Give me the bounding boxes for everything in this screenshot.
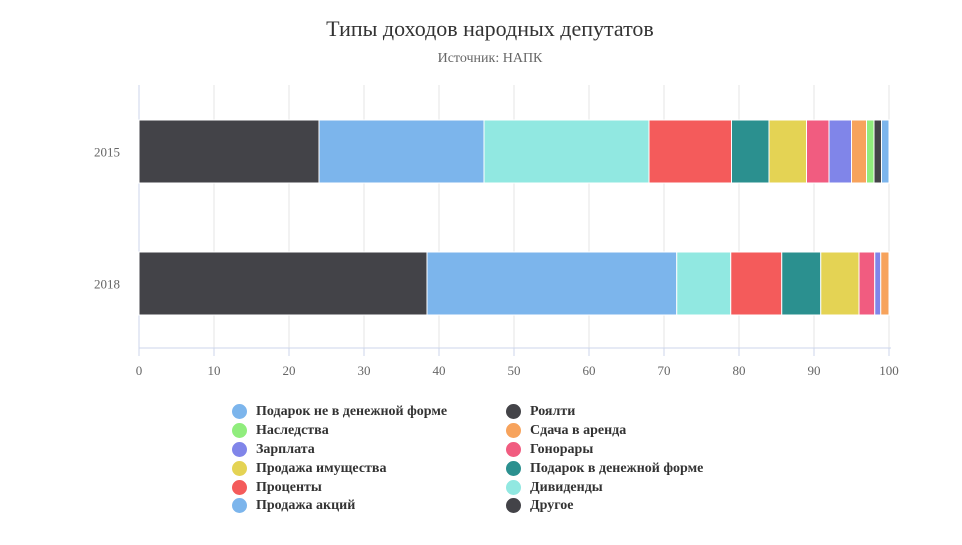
bar-segment (858, 251, 876, 316)
bar-segment (880, 251, 890, 316)
legend-marker (506, 442, 521, 457)
chart-title: Типы доходов народных депутатов (326, 16, 654, 41)
legend-label: Роялти (530, 403, 576, 419)
bar-segment (676, 251, 732, 316)
bar-segment (851, 119, 867, 184)
bar-segment (874, 251, 882, 316)
legend-marker (232, 404, 247, 419)
bar-segment (781, 251, 822, 316)
bar-segment (426, 251, 678, 316)
legend-label: Зарплата (256, 441, 315, 457)
legend-item[interactable]: Продажа имущества (232, 459, 386, 478)
bar-segment (866, 119, 875, 184)
legend-item[interactable]: Дивиденды (506, 478, 603, 497)
legend-label: Продажа акций (256, 497, 356, 513)
legend-label: Наследства (256, 422, 329, 438)
legend-marker (506, 423, 521, 438)
x-tick-label: 10 (208, 363, 221, 378)
bar-segment (828, 119, 852, 184)
legend-label: Дивиденды (530, 479, 603, 495)
x-tick-label: 0 (136, 363, 143, 378)
bar-segment (730, 251, 783, 316)
legend-marker (232, 461, 247, 476)
legend-marker (506, 498, 521, 513)
bar-segment (318, 119, 485, 184)
bar-segment (648, 119, 732, 184)
bar-segment (881, 119, 890, 184)
legend-item[interactable]: Зарплата (232, 440, 315, 459)
legend-item[interactable]: Продажа акций (232, 496, 355, 515)
legend-marker (506, 404, 521, 419)
bar-segment (483, 119, 650, 184)
x-tick-label: 60 (583, 363, 596, 378)
bar-segment (820, 251, 860, 316)
legend-marker (232, 480, 247, 495)
legend-label: Подарок в денежной форме (530, 460, 704, 476)
chart-subtitle: Источник: НАПК (437, 51, 543, 66)
bar-segment (806, 119, 830, 184)
bar-segment (138, 119, 320, 184)
legend-label: Сдача в аренда (530, 422, 627, 438)
legend-item[interactable]: Роялти (506, 402, 575, 421)
bar-segment (731, 119, 770, 184)
x-tick-label: 90 (808, 363, 821, 378)
x-tick-label: 50 (508, 363, 521, 378)
bar-segment (138, 251, 428, 316)
legend-label: Другое (530, 497, 574, 513)
legend-marker (232, 498, 247, 513)
legend-marker (232, 423, 247, 438)
x-tick-label: 30 (358, 363, 371, 378)
legend-marker (506, 461, 521, 476)
x-tick-label: 70 (658, 363, 671, 378)
legend-item[interactable]: Наследства (232, 421, 329, 440)
y-category-label: 2018 (94, 277, 120, 292)
x-tick-label: 20 (283, 363, 296, 378)
legend-label: Продажа имущества (256, 460, 387, 476)
x-tick-label: 100 (879, 363, 899, 378)
legend-label: Подарок не в денежной форме (256, 403, 448, 419)
bar-segment (873, 119, 882, 184)
legend-item[interactable]: Другое (506, 496, 573, 515)
legend-marker (506, 480, 521, 495)
legend-label: Гонорары (530, 441, 594, 457)
y-category-label: 2015 (94, 145, 120, 160)
legend-item[interactable]: Подарок в денежной форме (506, 459, 703, 478)
legend-item[interactable]: Проценты (232, 478, 322, 497)
legend-marker (232, 442, 247, 457)
legend-item[interactable]: Гонорары (506, 440, 593, 459)
legend-item[interactable]: Подарок не в денежной форме (232, 402, 447, 421)
x-tick-label: 40 (433, 363, 446, 378)
legend-label: Проценты (256, 479, 322, 495)
plot-area: 0 10 20 30 40 50 60 70 80 90 100 2015 2018 (94, 85, 899, 378)
bar-segment (768, 119, 807, 184)
legend-item[interactable]: Сдача в аренда (506, 421, 626, 440)
x-tick-label: 80 (733, 363, 746, 378)
